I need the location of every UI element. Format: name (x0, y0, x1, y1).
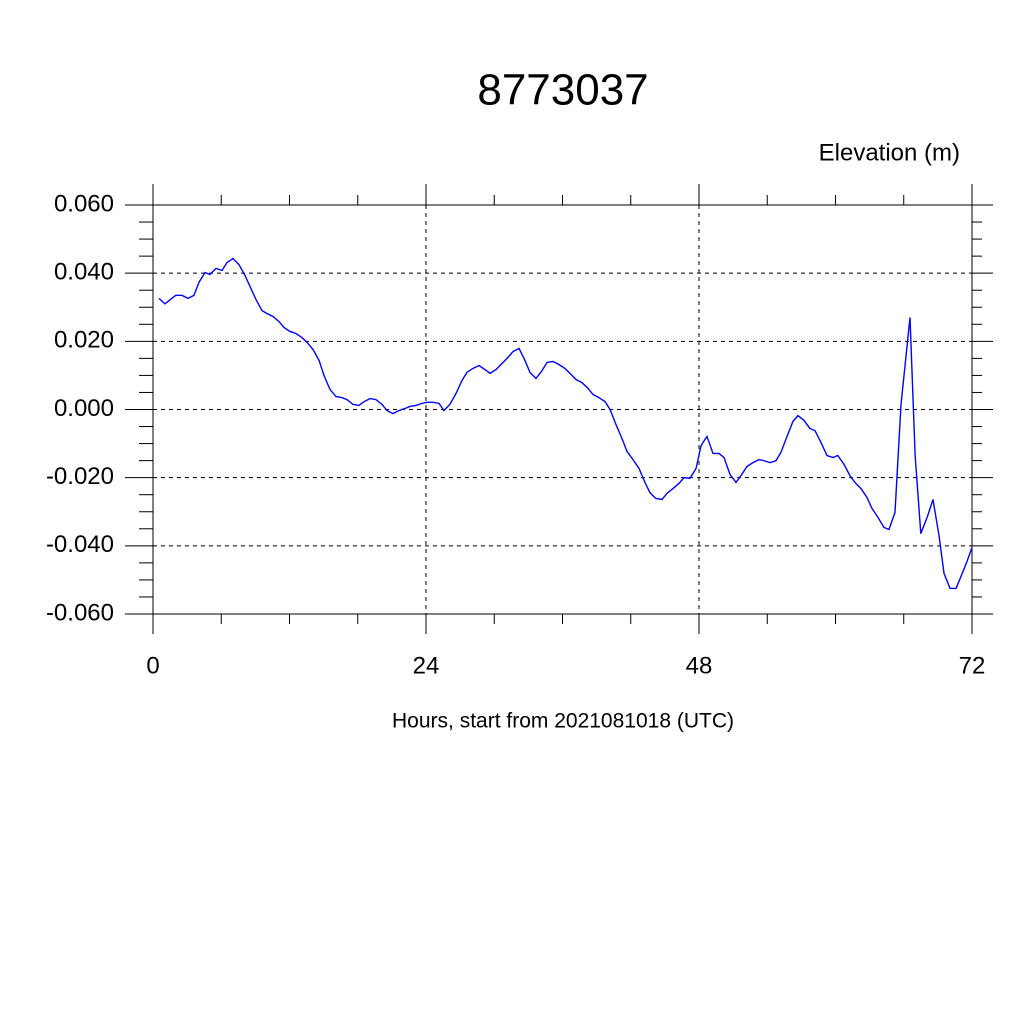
x-tick-label: 48 (686, 652, 713, 679)
series-line (158, 257, 973, 590)
x-axis-label: Hours, start from 2021081018 (UTC) (392, 710, 734, 733)
chart-title: 8773037 (477, 66, 648, 115)
chart-subtitle: Elevation (m) (819, 139, 960, 166)
y-tick-label: 0.000 (54, 395, 114, 422)
x-tick-label: 0 (146, 652, 159, 679)
y-tick-label: -0.020 (46, 463, 114, 490)
y-tick-label: -0.040 (46, 531, 114, 558)
x-tick-label: 24 (413, 652, 440, 679)
plot-frame (152, 204, 973, 615)
y-tick-label: 0.060 (54, 190, 114, 217)
y-tick-label: -0.060 (46, 599, 114, 626)
x-tick-label: 72 (959, 652, 986, 679)
y-tick-label: 0.020 (54, 327, 114, 354)
y-tick-label: 0.040 (54, 259, 114, 286)
